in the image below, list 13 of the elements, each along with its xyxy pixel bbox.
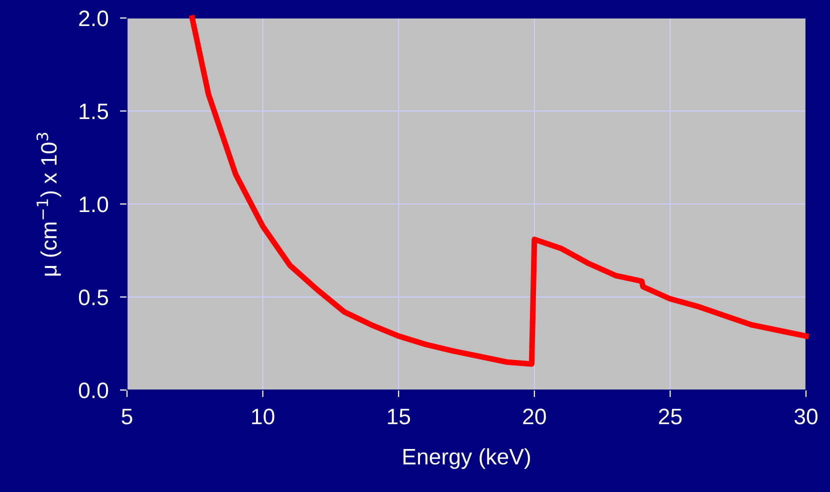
x-tick-label: 25 <box>658 408 682 424</box>
x-tick-label: 30 <box>794 408 818 424</box>
x-tick-label: 20 <box>523 408 546 424</box>
x-tick-label: 10 <box>252 408 274 424</box>
y-tick-label: 1.5 <box>80 104 108 120</box>
x-tick-label: 5 <box>122 408 132 424</box>
y-axis-title: μ (cm$^{−1}$) x 10$^{3}$ <box>36 132 62 276</box>
y-tick-label: 1.0 <box>80 196 108 212</box>
x-tick-label: 15 <box>388 408 410 424</box>
y-tick-label: 0.0 <box>78 382 108 398</box>
x-axis-title: Energy (keV) <box>403 448 530 469</box>
y-tick-label: 2.0 <box>79 10 108 26</box>
y-tick-label: 0.5 <box>78 290 108 306</box>
